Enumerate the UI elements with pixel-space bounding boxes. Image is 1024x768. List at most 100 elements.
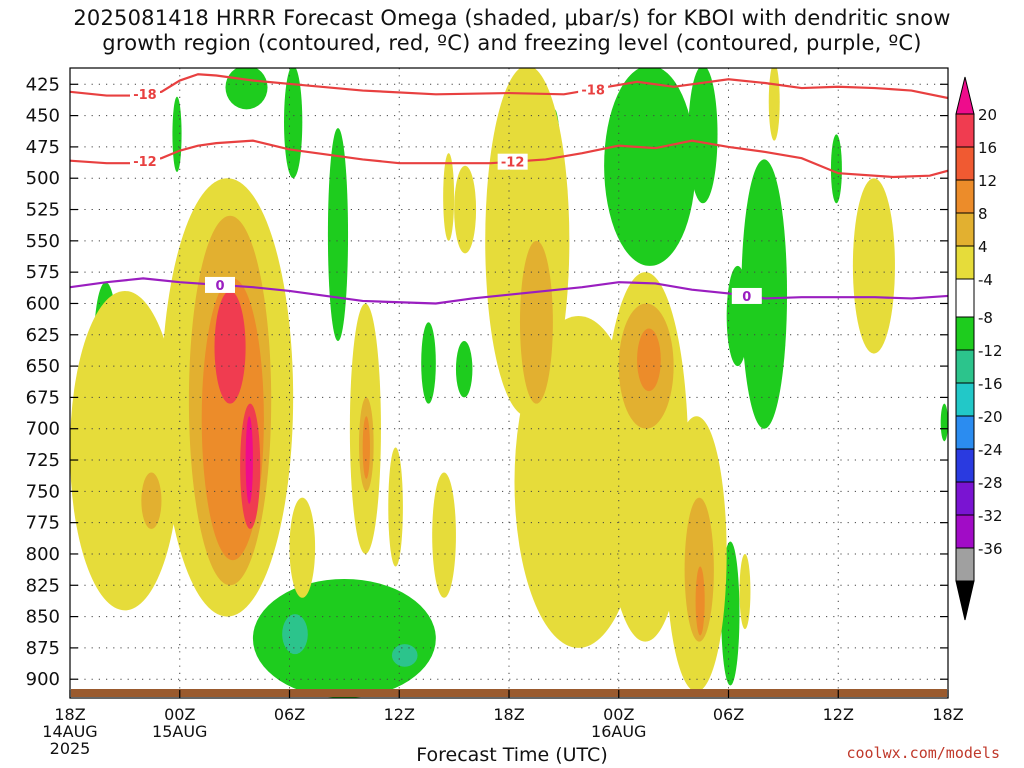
omega-region	[284, 68, 303, 179]
colorbar-bin	[955, 146, 975, 181]
y-tick-label: 900	[26, 669, 60, 690]
colorbar-bin	[955, 212, 975, 247]
omega-region	[172, 96, 182, 172]
y-tick-label: 650	[26, 356, 60, 377]
y-tick-label: 575	[26, 262, 60, 283]
omega-region	[455, 341, 473, 398]
contour-label-bg	[129, 85, 160, 102]
y-tick-label: 475	[26, 137, 60, 158]
x-tick-label: 00Z	[603, 705, 634, 724]
colorbar-label: -32	[978, 507, 1003, 525]
x-tick-label: 18Z	[932, 705, 963, 724]
colorbar-label: 20	[978, 106, 997, 124]
colorbar-bin	[955, 415, 975, 450]
omega-region	[519, 240, 553, 404]
x-tick-label: 2025	[50, 739, 91, 758]
omega-region	[432, 472, 456, 598]
colorbar-label: -20	[978, 408, 1003, 426]
colorbar: 20 16 12 8 4 -4 -8 -12 -16 -20 -24 -28 -32 -36	[955, 76, 1003, 621]
x-tick-label: 16AUG	[591, 722, 646, 741]
omega-region	[391, 644, 418, 667]
omega-region	[830, 134, 842, 204]
y-tick-label: 500	[26, 168, 60, 189]
chart-title: 2025081418 HRRR Forecast Omega (shaded, …	[0, 6, 1024, 56]
omega-region	[388, 447, 403, 567]
y-tick-label: 800	[26, 544, 60, 565]
omega-region	[454, 165, 477, 254]
colorbar-bin	[955, 179, 975, 214]
omega-region	[70, 290, 180, 611]
colorbar-label: 8	[978, 205, 988, 223]
y-tick-label: 775	[26, 513, 60, 534]
omega-region	[637, 328, 661, 392]
colorbar-bin	[955, 481, 975, 516]
contour-dendritic_minus18	[70, 73, 948, 100]
colorbar-label: 4	[978, 238, 988, 256]
x-tick-label: 18Z	[493, 705, 524, 724]
omega-region	[695, 566, 705, 636]
colorbar-bin	[955, 547, 975, 582]
colorbar-label: -36	[978, 540, 1003, 558]
y-tick-label: 875	[26, 638, 60, 659]
colorbar-label: -12	[978, 342, 1003, 360]
y-tick-label: 850	[26, 607, 60, 628]
y-tick-label: 550	[26, 231, 60, 252]
x-tick-label: 18Z	[54, 705, 85, 724]
y-tick-label: 600	[26, 293, 60, 314]
y-tick-label: 825	[26, 575, 60, 596]
colorbar-bin	[955, 349, 975, 384]
colorbar-top-cap	[955, 76, 975, 115]
pressure-axis: 425 450 475 500 525 550 575 600 625 650 675 700 725 7…	[26, 74, 948, 690]
omega-region	[604, 68, 696, 266]
omega-region	[327, 128, 349, 342]
colorbar-bin	[955, 278, 975, 318]
contour-label: -12	[133, 155, 157, 170]
omega-region	[940, 403, 948, 442]
colorbar-label: 12	[978, 172, 997, 190]
contour-dendritic_minus12	[70, 139, 948, 179]
x-tick-label: 00Z	[164, 705, 195, 724]
omega-region	[289, 497, 316, 598]
colorbar-bottom-cap	[955, 580, 975, 621]
colorbar-label: -4	[978, 271, 993, 289]
colorbar-label: -24	[978, 441, 1003, 459]
y-tick-label: 450	[26, 106, 60, 127]
y-tick-label: 625	[26, 325, 60, 346]
contour-label-bg	[497, 153, 528, 170]
contour-label: -18	[133, 88, 157, 103]
omega-region	[225, 68, 268, 110]
colorbar-bin	[955, 113, 975, 148]
contour-label-bg	[578, 81, 609, 98]
colorbar-label: 16	[978, 139, 997, 157]
omega-region	[739, 553, 751, 630]
omega-region	[141, 472, 162, 529]
colorbar-label: -16	[978, 375, 1003, 393]
contour-labels: -18 -18 -12 -12 0 0	[129, 81, 762, 305]
contour-label-bg	[204, 276, 235, 293]
colorbar-label: -28	[978, 474, 1003, 492]
omega-region	[282, 614, 308, 655]
x-tick-label: 15AUG	[152, 722, 207, 741]
x-tick-label: 06Z	[713, 705, 744, 724]
chart-title-line1: 2025081418 HRRR Forecast Omega (shaded, …	[73, 6, 951, 30]
y-tick-label: 700	[26, 419, 60, 440]
y-tick-label: 725	[26, 450, 60, 471]
colorbar-bin	[955, 448, 975, 483]
credit-link[interactable]: coolwx.com/models	[846, 744, 1000, 762]
x-tick-label: 12Z	[823, 705, 854, 724]
omega-region	[443, 153, 455, 241]
y-tick-label: 525	[26, 200, 60, 221]
contour-label: 0	[215, 279, 224, 294]
contour-label-bg	[731, 287, 762, 304]
omega-region	[421, 322, 436, 404]
chart-title-line2: growth region (contoured, red, ºC) and f…	[102, 31, 922, 55]
y-tick-label: 750	[26, 481, 60, 502]
contour-label: -12	[501, 156, 525, 171]
omega-region	[214, 290, 246, 404]
x-tick-label: 14AUG	[42, 722, 97, 741]
omega-region	[688, 68, 718, 204]
x-tick-label: 12Z	[384, 705, 415, 724]
omega-region	[852, 178, 895, 354]
